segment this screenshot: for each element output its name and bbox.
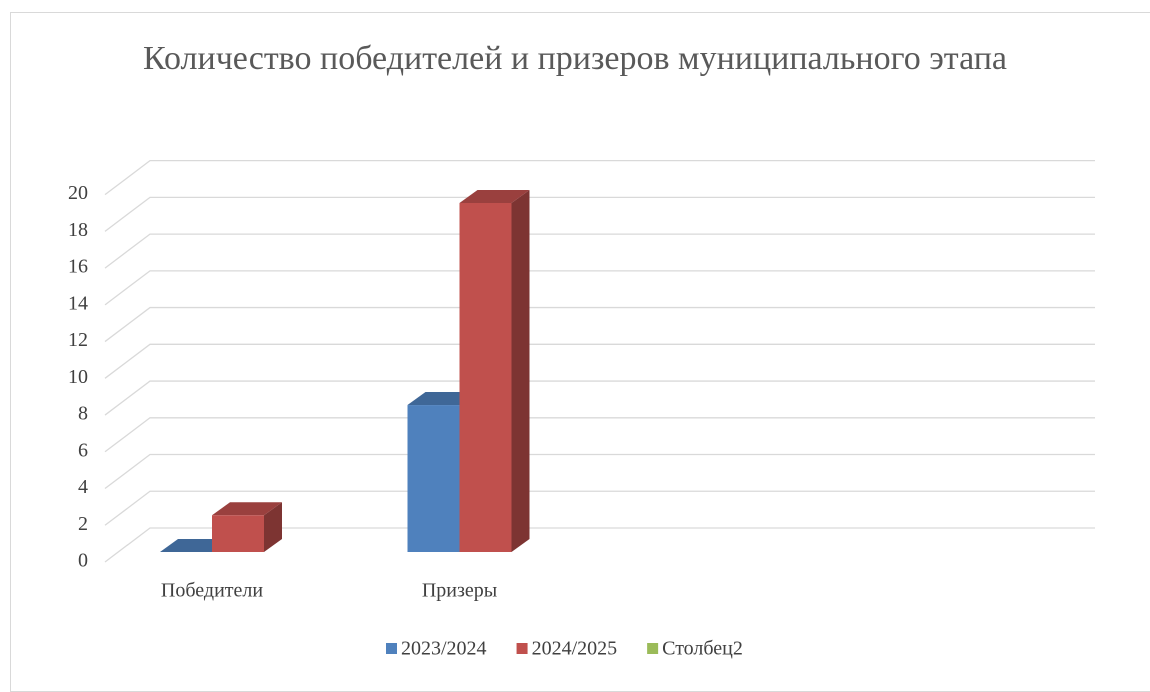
grid-line bbox=[104, 196, 1095, 232]
grid-line bbox=[104, 453, 1095, 490]
grid-line bbox=[104, 343, 1095, 379]
y-tick-label: 20 bbox=[68, 182, 88, 204]
legend-swatch bbox=[516, 643, 528, 654]
y-tick-label: 6 bbox=[78, 439, 88, 461]
y-tick-label: 16 bbox=[68, 256, 88, 278]
grid-line bbox=[104, 417, 1095, 453]
x-tick-label: Победители bbox=[161, 580, 263, 602]
grid-line bbox=[104, 527, 1095, 563]
y-tick-label: 4 bbox=[78, 476, 88, 498]
bar-side bbox=[511, 190, 530, 552]
bar bbox=[459, 190, 530, 552]
bar-top bbox=[212, 502, 282, 516]
y-tick-label: 12 bbox=[68, 329, 88, 351]
y-tick-label: 2 bbox=[78, 513, 88, 535]
y-tick-label: 18 bbox=[68, 219, 88, 241]
legend-label: 2023/2024 bbox=[401, 638, 487, 660]
y-tick-label: 0 bbox=[78, 550, 88, 572]
legend-swatch bbox=[647, 643, 659, 654]
grid-line bbox=[104, 490, 1095, 526]
y-tick-label: 14 bbox=[68, 292, 88, 314]
grid-line bbox=[104, 380, 1095, 416]
chart-title: Количество победителей и призеров муници… bbox=[143, 40, 1007, 77]
legend-label: 2024/2025 bbox=[532, 638, 618, 660]
grid-line bbox=[104, 233, 1095, 269]
y-tick-label: 10 bbox=[68, 366, 88, 388]
plot: 0 2 4 6 8 10 12 14 16 18 20 Победители Призеры 2023/2… bbox=[68, 159, 1095, 660]
grid-line bbox=[104, 159, 1095, 196]
chart: Количество победителей и призеров муници… bbox=[10, 12, 1150, 692]
grid-line bbox=[104, 306, 1095, 343]
bar-front bbox=[459, 203, 512, 552]
legend-swatch bbox=[386, 643, 397, 654]
x-tick-label: Призеры bbox=[422, 580, 497, 602]
bar-front bbox=[407, 405, 460, 552]
bar-top bbox=[459, 190, 530, 203]
bar-front bbox=[212, 515, 264, 552]
grid-line bbox=[104, 270, 1095, 306]
legend-label: Столбец2 bbox=[662, 638, 743, 660]
bar bbox=[212, 502, 282, 552]
y-tick-label: 8 bbox=[78, 403, 88, 425]
bar-side bbox=[264, 502, 282, 552]
